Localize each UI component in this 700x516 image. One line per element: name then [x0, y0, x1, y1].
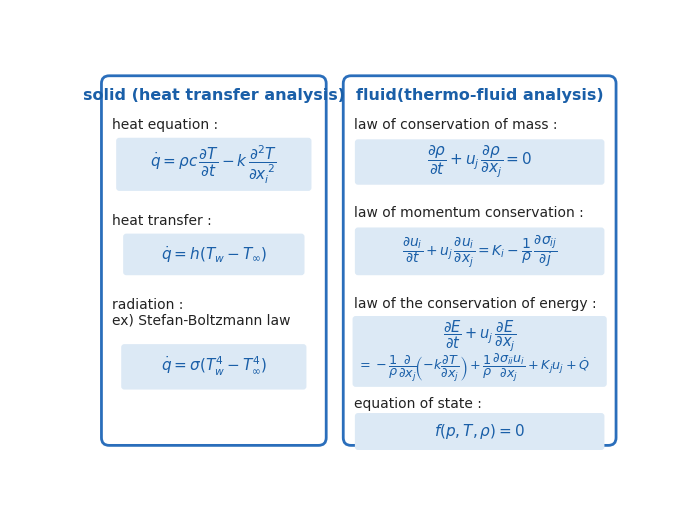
Text: equation of state :: equation of state : — [354, 397, 482, 411]
FancyBboxPatch shape — [355, 139, 604, 185]
Text: $f(p,T,\rho)=0$: $f(p,T,\rho)=0$ — [434, 422, 525, 441]
Text: radiation :: radiation : — [112, 298, 183, 312]
Text: heat transfer :: heat transfer : — [112, 214, 212, 228]
FancyBboxPatch shape — [123, 234, 304, 275]
Text: $\dfrac{\partial E}{\partial t} + u_j\,\dfrac{\partial E}{\partial x_j}$: $\dfrac{\partial E}{\partial t} + u_j\,\… — [443, 318, 516, 353]
Text: $\dot{q}=\rho c\,\dfrac{\partial T}{\partial t} - k\,\dfrac{\partial^2 T}{\parti: $\dot{q}=\rho c\,\dfrac{\partial T}{\par… — [150, 143, 277, 186]
Text: law of momentum conservation :: law of momentum conservation : — [354, 206, 584, 220]
FancyBboxPatch shape — [116, 138, 312, 191]
FancyBboxPatch shape — [121, 344, 307, 390]
Text: law of the conservation of energy :: law of the conservation of energy : — [354, 297, 596, 312]
Text: solid (heat transfer analysis): solid (heat transfer analysis) — [83, 88, 345, 103]
Text: fluid(thermo-fluid analysis): fluid(thermo-fluid analysis) — [356, 88, 603, 103]
Text: $\dfrac{\partial \rho}{\partial t} + u_j\,\dfrac{\partial \rho}{\partial x_j} = : $\dfrac{\partial \rho}{\partial t} + u_j… — [427, 144, 532, 180]
FancyBboxPatch shape — [353, 316, 607, 387]
Text: ex) Stefan-Boltzmann law: ex) Stefan-Boltzmann law — [112, 314, 290, 328]
FancyBboxPatch shape — [355, 413, 604, 450]
Text: heat equation :: heat equation : — [112, 118, 218, 132]
Text: $\dot{q}=\sigma(T_w^4 - T_\infty^4)$: $\dot{q}=\sigma(T_w^4 - T_\infty^4)$ — [160, 355, 267, 378]
Text: $\dfrac{\partial u_i}{\partial t} + u_j\,\dfrac{\partial u_i}{\partial x_j} = K_: $\dfrac{\partial u_i}{\partial t} + u_j\… — [402, 233, 557, 270]
FancyBboxPatch shape — [355, 228, 604, 275]
Text: $\dot{q}=h(T_w - T_\infty)$: $\dot{q}=h(T_w - T_\infty)$ — [160, 244, 267, 265]
Text: $= -\dfrac{1}{\rho}\dfrac{\partial}{\partial x_j}\!\left(-k\dfrac{\partial T}{\p: $= -\dfrac{1}{\rho}\dfrac{\partial}{\par… — [357, 352, 590, 384]
Text: law of conservation of mass :: law of conservation of mass : — [354, 118, 558, 132]
